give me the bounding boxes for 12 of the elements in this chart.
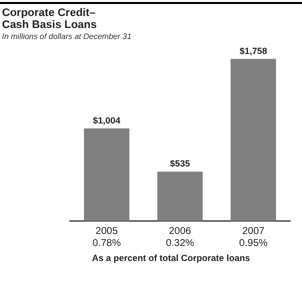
text: 0.78% [92,238,121,249]
chart-title: Corporate Credit– Cash Basis Loans [2,7,98,31]
x-tick-label: 2007 [242,226,265,237]
x-tick-label: 2006 [168,226,192,237]
text: 0.32% [166,238,194,249]
data-label: $1,758 [240,46,268,56]
text: 0.95% [239,238,268,249]
data-label: $535 [170,158,190,169]
x-axis-title: As a percent of total Corporate loans [90,253,252,263]
x-tick-label: 2005 [96,226,118,237]
chart-subtitle: In millions of dollars at December 31 [2,32,132,41]
data-label: $1,004 [92,115,120,126]
